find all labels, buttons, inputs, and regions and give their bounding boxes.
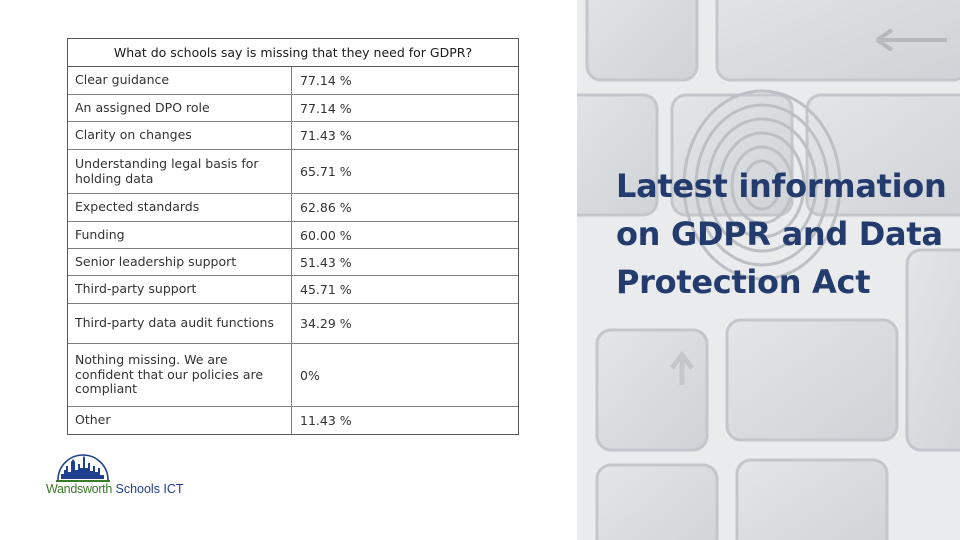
row-value: 77.14 % bbox=[300, 100, 352, 116]
row-value: 0% bbox=[300, 367, 320, 383]
table-row: Funding 60.00 % bbox=[68, 222, 518, 249]
logo-name-wandsworth: Wandsworth bbox=[46, 482, 113, 496]
table-row: Expected standards 62.86 % bbox=[68, 194, 518, 222]
row-label: Nothing missing. We are confident that o… bbox=[68, 344, 292, 406]
row-label: Funding bbox=[68, 222, 292, 248]
table-row: Other 11.43 % bbox=[68, 407, 518, 434]
row-label: Third-party support bbox=[68, 276, 292, 303]
row-label: Third-party data audit functions bbox=[68, 304, 292, 343]
row-label: Expected standards bbox=[68, 194, 292, 221]
table-row: Understanding legal basis for holding da… bbox=[68, 150, 518, 194]
row-value: 11.43 % bbox=[300, 413, 352, 428]
row-label: Clarity on changes bbox=[68, 122, 292, 149]
skyline-icon bbox=[56, 454, 110, 482]
row-value: 77.14 % bbox=[300, 73, 352, 88]
logo-name-schools-ict: Schools ICT bbox=[112, 482, 184, 496]
headline: Latest information on GDPR and Data Prot… bbox=[616, 162, 947, 306]
row-label: Senior leadership support bbox=[68, 249, 292, 275]
row-value: 62.86 % bbox=[300, 200, 352, 215]
table-row: An assigned DPO role 77.14 % bbox=[68, 95, 518, 122]
row-label: Clear guidance bbox=[68, 67, 292, 94]
table-title: What do schools say is missing that they… bbox=[68, 39, 518, 67]
row-value: 71.43 % bbox=[300, 128, 352, 143]
table-row: Third-party support 45.71 % bbox=[68, 276, 518, 304]
headline-line-2: on GDPR and Data bbox=[616, 215, 943, 253]
table-row: Senior leadership support 51.43 % bbox=[68, 249, 518, 276]
row-label: An assigned DPO role bbox=[68, 95, 292, 121]
row-label: Other bbox=[68, 407, 292, 434]
row-value: 45.71 % bbox=[300, 282, 352, 297]
keyboard-background bbox=[577, 0, 960, 540]
survey-table: What do schools say is missing that they… bbox=[67, 38, 519, 435]
table-row: Clear guidance 77.14 % bbox=[68, 67, 518, 95]
wandsworth-schools-ict-logo: Wandsworth Schools ICT bbox=[46, 450, 206, 498]
row-value: 51.43 % bbox=[300, 254, 352, 270]
row-value: 65.71 % bbox=[300, 164, 352, 179]
row-label: Understanding legal basis for holding da… bbox=[68, 150, 292, 193]
row-value: 60.00 % bbox=[300, 227, 352, 243]
headline-line-1: Latest information bbox=[616, 167, 947, 205]
row-value: 34.29 % bbox=[300, 316, 352, 331]
table-row: Third-party data audit functions 34.29 % bbox=[68, 304, 518, 344]
table-row: Clarity on changes 71.43 % bbox=[68, 122, 518, 150]
table-row: Nothing missing. We are confident that o… bbox=[68, 344, 518, 407]
headline-line-3: Protection Act bbox=[616, 263, 871, 301]
logo-text: Wandsworth Schools ICT bbox=[46, 482, 184, 496]
keyboard-fingerprint-icon bbox=[577, 0, 960, 540]
